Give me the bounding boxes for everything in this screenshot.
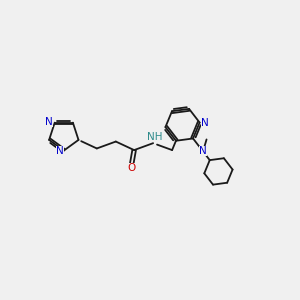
Text: O: O xyxy=(128,163,136,173)
Text: N: N xyxy=(201,118,209,128)
Text: NH: NH xyxy=(147,132,162,142)
Text: N: N xyxy=(199,146,207,156)
Text: N: N xyxy=(56,146,64,156)
Text: N: N xyxy=(46,117,53,127)
